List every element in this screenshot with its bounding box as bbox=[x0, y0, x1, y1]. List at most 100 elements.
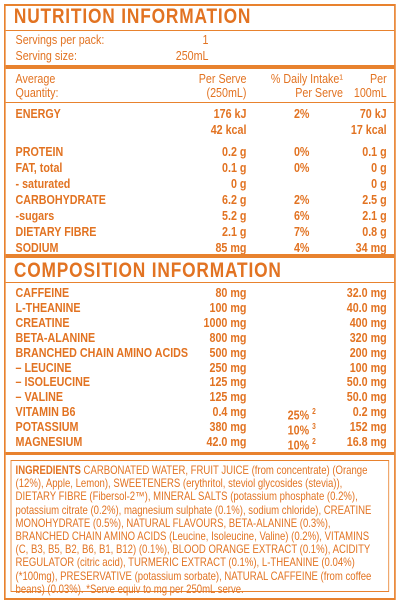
row-name: – VALINE bbox=[15, 389, 64, 405]
per-100: 70 kJ bbox=[359, 106, 387, 121]
per-serve: 2.1 g bbox=[222, 224, 247, 239]
daily-intake: 6% bbox=[260, 208, 342, 223]
section-title: COMPOSITION INFORMATION bbox=[13, 259, 282, 282]
ingredients: INGREDIENTS CARBONATED WATER, FRUIT JUIC… bbox=[10, 460, 390, 596]
per-serve: 0.4 mg bbox=[212, 404, 247, 420]
rule bbox=[5, 102, 395, 103]
rule bbox=[5, 30, 395, 31]
intake-value: 25% bbox=[287, 407, 310, 423]
row-name: DIETARY FIBRE bbox=[15, 224, 97, 239]
per-100: 34 mg bbox=[355, 240, 387, 255]
per-serve: 380 mg bbox=[209, 419, 247, 435]
daily-intake: 2% bbox=[260, 106, 342, 121]
row-name: CAFFEINE bbox=[15, 285, 70, 300]
per-100: 0 g bbox=[371, 176, 387, 191]
per-serve: 6.2 g bbox=[222, 192, 247, 207]
row-name: – ISOLEUCINE bbox=[15, 374, 91, 390]
daily-intake: 2% bbox=[260, 192, 342, 207]
row-name: FAT, total bbox=[15, 160, 63, 175]
per-serve: 100 mg bbox=[209, 299, 247, 315]
per-100: 2.1 g bbox=[362, 208, 387, 223]
row-name: VITAMIN B6 bbox=[15, 404, 76, 420]
per-100: 0.1 g bbox=[362, 144, 387, 159]
daily-intake: 10% 3 bbox=[260, 419, 342, 437]
column-header: Per Serve bbox=[198, 71, 247, 86]
serving-label: Servings per pack: bbox=[15, 32, 105, 47]
daily-intake: 7% bbox=[260, 224, 342, 239]
per-serve: 42.0 mg bbox=[206, 434, 247, 449]
per-serve: 250 mg bbox=[209, 359, 247, 375]
per-100: 40.0 mg bbox=[346, 299, 387, 315]
per-serve: 5.2 g bbox=[222, 208, 247, 223]
intake-value: 0% bbox=[293, 160, 310, 175]
per-100: 0 g bbox=[371, 160, 387, 175]
row-name: CARBOHYDRATE bbox=[15, 192, 106, 207]
ingredients-text: CARBONATED WATER, FRUIT JUICE (from conc… bbox=[15, 464, 372, 596]
per-100: 320 mg bbox=[349, 329, 387, 345]
serving-label: Serving size: bbox=[15, 48, 77, 63]
per-100: 50.0 mg bbox=[346, 374, 387, 390]
daily-intake: 10% 2 bbox=[260, 434, 342, 452]
footnote: 2 bbox=[312, 437, 316, 446]
row-name: MAGNESIUM bbox=[15, 434, 83, 449]
row-name: CREATINE bbox=[15, 314, 70, 330]
serving-value: 1 bbox=[202, 32, 209, 47]
per-serve: 0.2 g bbox=[222, 144, 247, 159]
row-name: BETA-ALANINE bbox=[15, 329, 96, 345]
rule bbox=[5, 254, 395, 258]
ingredients-heading: INGREDIENTS bbox=[15, 464, 81, 477]
per-100: 400 mg bbox=[349, 314, 387, 330]
per-100: 200 mg bbox=[349, 344, 387, 360]
column-header: Per Serve bbox=[295, 85, 343, 100]
intake-value: 10% bbox=[287, 422, 310, 438]
per-100: 16.8 mg bbox=[346, 434, 387, 449]
per-100: 0.8 g bbox=[362, 224, 387, 239]
per-100: 32.0 mg bbox=[346, 285, 387, 300]
daily-intake: 4% bbox=[260, 240, 342, 255]
footnote: 3 bbox=[312, 422, 316, 432]
per-serve: 125 mg bbox=[209, 389, 247, 405]
nutrition-label: INGREDIENTS CARBONATED WATER, FRUIT JUIC… bbox=[4, 4, 396, 600]
row-name: L-THEANINE bbox=[15, 299, 81, 315]
column-header: Quantity: bbox=[15, 85, 59, 100]
column-header: Per bbox=[369, 71, 387, 86]
per-serve: 80 mg bbox=[215, 285, 247, 300]
per-100: 50.0 mg bbox=[346, 389, 387, 405]
per-serve: 800 mg bbox=[209, 329, 247, 345]
intake-value: 2% bbox=[293, 106, 310, 121]
per-serve: 0.1 g bbox=[222, 160, 247, 175]
title: NUTRITION INFORMATION bbox=[13, 5, 252, 28]
per-100: 152 mg bbox=[349, 419, 387, 435]
intake-value: 4% bbox=[293, 240, 310, 255]
per-100: 100 mg bbox=[349, 359, 387, 375]
column-header: (250mL) bbox=[206, 85, 247, 100]
column-header: 100mL bbox=[353, 85, 387, 100]
rule bbox=[5, 452, 395, 455]
daily-intake: 25% 2 bbox=[260, 404, 342, 422]
row-name: POTASSIUM bbox=[15, 419, 79, 435]
intake-value: 7% bbox=[293, 224, 310, 239]
column-header: % Daily Intake¹ bbox=[270, 71, 343, 86]
per-serve: 85 mg bbox=[215, 240, 247, 255]
row-name: PROTEIN bbox=[15, 144, 64, 159]
row-name: SODIUM bbox=[15, 240, 59, 255]
daily-intake: 0% bbox=[260, 144, 342, 159]
per-serve: 1000 mg bbox=[203, 314, 247, 330]
serving-value: 250mL bbox=[175, 48, 209, 63]
per-100: 2.5 g bbox=[362, 192, 387, 207]
footnote: 2 bbox=[312, 407, 316, 417]
row-name: BRANCHED CHAIN AMINO ACIDS bbox=[15, 344, 189, 360]
per-serve: 42 kcal bbox=[210, 122, 247, 137]
column-header: Average bbox=[15, 71, 56, 86]
per-serve: 125 mg bbox=[209, 374, 247, 390]
rule bbox=[5, 65, 395, 69]
daily-intake: 0% bbox=[260, 160, 342, 175]
intake-value: 2% bbox=[293, 192, 310, 207]
row-name: – LEUCINE bbox=[15, 359, 72, 375]
intake-value: 6% bbox=[293, 208, 310, 223]
row-name: - saturated bbox=[15, 176, 71, 191]
per-serve: 0 g bbox=[230, 176, 247, 191]
per-serve: 500 mg bbox=[209, 344, 247, 360]
rule bbox=[5, 282, 395, 283]
